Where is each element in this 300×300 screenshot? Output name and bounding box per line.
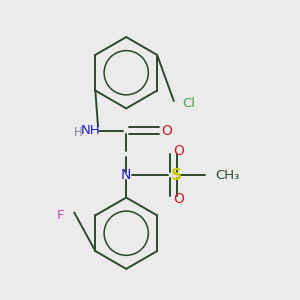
Text: O: O (161, 124, 172, 138)
Text: Cl: Cl (183, 98, 196, 110)
Text: S: S (171, 168, 182, 183)
Text: F: F (56, 209, 64, 222)
Text: N: N (121, 168, 131, 182)
Text: NH: NH (81, 124, 100, 137)
Text: O: O (173, 192, 184, 206)
Text: H: H (74, 126, 83, 139)
Text: O: O (173, 145, 184, 158)
Text: CH₃: CH₃ (215, 169, 240, 182)
